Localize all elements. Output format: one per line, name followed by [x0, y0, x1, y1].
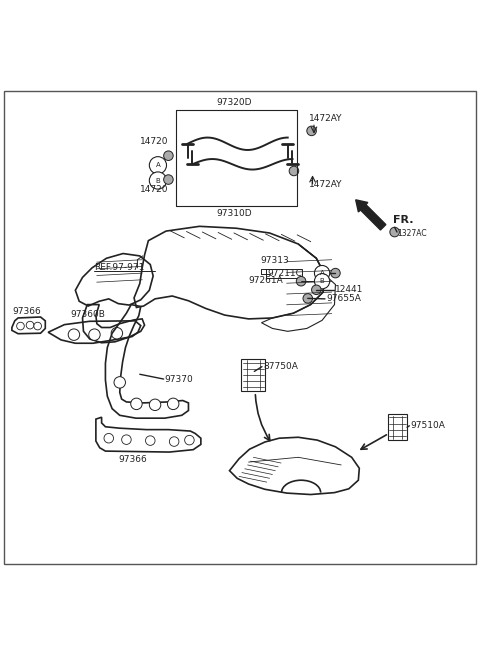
Circle shape	[289, 166, 299, 176]
Circle shape	[296, 276, 306, 286]
Circle shape	[303, 293, 312, 303]
FancyArrow shape	[356, 200, 386, 230]
Text: FR.: FR.	[393, 215, 413, 225]
Text: 97310D: 97310D	[216, 209, 252, 218]
Bar	[266, 269, 301, 278]
Text: 1327AC: 1327AC	[397, 229, 427, 238]
Text: 97360B: 97360B	[71, 310, 106, 319]
Circle shape	[164, 151, 173, 160]
Text: 97370: 97370	[165, 375, 193, 384]
Circle shape	[164, 175, 173, 184]
Text: 12441: 12441	[336, 286, 364, 294]
Text: 97366: 97366	[118, 455, 147, 464]
Circle shape	[34, 322, 41, 330]
Circle shape	[314, 274, 330, 289]
Circle shape	[312, 285, 321, 295]
Circle shape	[68, 329, 80, 341]
Text: 14720: 14720	[140, 137, 168, 146]
Circle shape	[111, 328, 122, 339]
Circle shape	[314, 265, 330, 281]
Text: 1472AY: 1472AY	[309, 180, 343, 189]
Circle shape	[169, 437, 179, 446]
Text: A: A	[320, 270, 324, 276]
Circle shape	[17, 322, 24, 330]
Circle shape	[104, 434, 114, 443]
Circle shape	[26, 322, 34, 329]
Circle shape	[89, 329, 100, 341]
Text: 97313: 97313	[260, 257, 289, 265]
Circle shape	[149, 172, 167, 189]
Text: B: B	[156, 178, 160, 183]
Text: 97655A: 97655A	[326, 294, 361, 303]
Text: B: B	[320, 278, 324, 284]
Text: 14720: 14720	[140, 185, 168, 194]
Circle shape	[149, 399, 161, 411]
Bar	[388, 415, 407, 440]
Circle shape	[331, 269, 340, 278]
Circle shape	[168, 398, 179, 409]
Text: REF.97-971: REF.97-971	[95, 263, 145, 272]
Text: 87750A: 87750A	[263, 362, 298, 371]
Bar	[241, 359, 265, 392]
Circle shape	[121, 435, 131, 445]
Text: 97211C: 97211C	[268, 269, 302, 278]
Circle shape	[390, 227, 399, 237]
Circle shape	[114, 377, 125, 388]
Text: 97261A: 97261A	[249, 276, 283, 285]
Circle shape	[307, 126, 316, 136]
Circle shape	[145, 436, 155, 445]
Text: 97366: 97366	[12, 307, 41, 316]
Circle shape	[131, 398, 142, 409]
Circle shape	[149, 157, 167, 174]
Circle shape	[185, 436, 194, 445]
Text: 97320D: 97320D	[216, 98, 252, 107]
Text: 97510A: 97510A	[410, 421, 445, 430]
Text: A: A	[156, 162, 160, 168]
Text: 1472AY: 1472AY	[309, 114, 343, 123]
